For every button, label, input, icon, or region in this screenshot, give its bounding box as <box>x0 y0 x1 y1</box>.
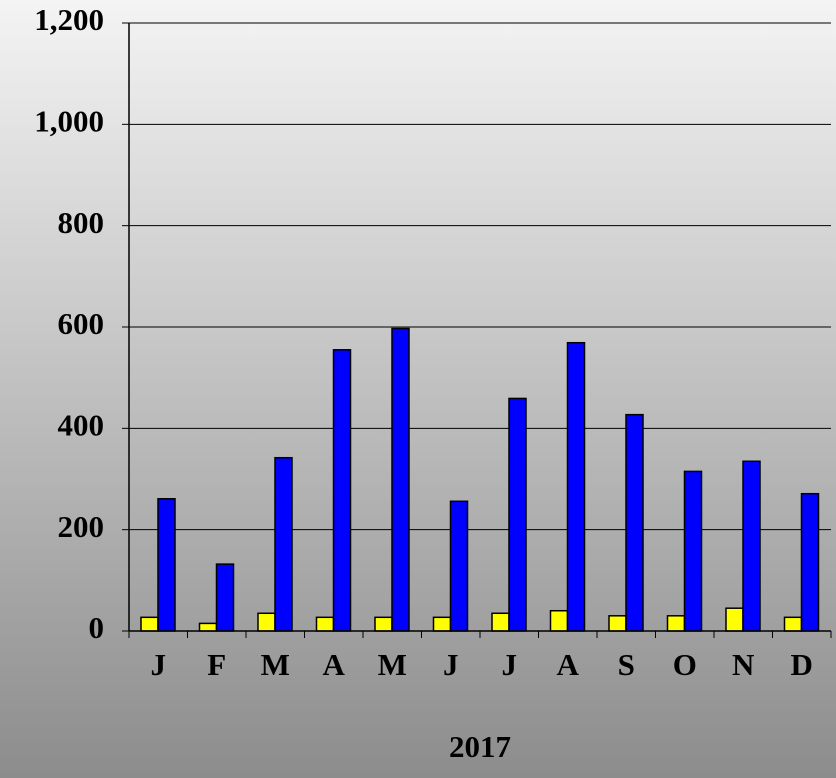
bar <box>625 413 644 632</box>
y-tick-label: 1,200 <box>34 2 104 37</box>
x-tick-label: A <box>557 647 580 682</box>
x-tick-label: J <box>502 647 518 682</box>
bar <box>725 607 744 632</box>
bar <box>391 327 410 632</box>
x-axis-label: 2017 <box>449 729 511 764</box>
bar <box>566 341 586 632</box>
x-tick-label: D <box>791 647 813 682</box>
bar <box>257 612 276 632</box>
bar <box>315 616 335 632</box>
x-tick-label: S <box>618 647 635 682</box>
x-tick-label: J <box>151 647 167 682</box>
x-tick-label: N <box>732 647 754 682</box>
bar <box>549 609 569 632</box>
bar <box>432 616 452 632</box>
x-tick-label: A <box>323 647 346 682</box>
y-tick-label: 400 <box>58 407 105 442</box>
bar <box>215 563 235 632</box>
bar <box>374 616 393 632</box>
x-tick-label: F <box>207 647 226 682</box>
y-tick-label: 200 <box>58 509 105 544</box>
bar <box>666 615 686 632</box>
bar <box>140 616 159 632</box>
bar <box>800 492 820 632</box>
y-tick-label: 600 <box>58 306 105 341</box>
x-tick-label: J <box>443 647 459 682</box>
bar <box>157 498 176 632</box>
bar <box>274 456 293 632</box>
bar <box>491 612 510 632</box>
bar <box>683 470 703 632</box>
bar <box>449 500 469 632</box>
bar <box>608 615 627 632</box>
bar <box>198 622 218 632</box>
y-tick-label: 0 <box>89 610 105 645</box>
y-tick-label: 1,000 <box>34 103 104 138</box>
bar <box>742 460 761 632</box>
x-tick-label: M <box>378 647 407 682</box>
x-tick-label: O <box>673 647 697 682</box>
bar <box>508 397 527 632</box>
x-tick-label: M <box>261 647 290 682</box>
bar <box>332 349 352 632</box>
y-tick-label: 800 <box>58 205 105 240</box>
bar <box>783 616 803 632</box>
